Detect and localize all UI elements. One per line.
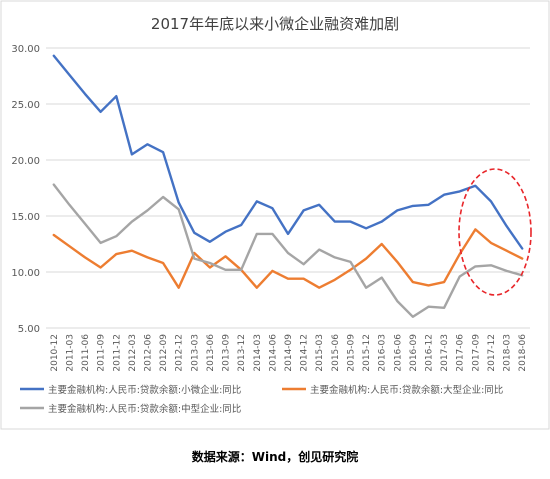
x-tick-label: 2012-06 xyxy=(143,334,153,372)
x-tick-label: 2014-09 xyxy=(284,334,294,372)
legend-label-2: 主要金融机构:人民币:贷款余额:大型企业:同比 xyxy=(310,384,503,396)
x-tick-label: 2016-06 xyxy=(393,334,403,372)
x-tick-label: 2015-06 xyxy=(331,334,341,372)
x-tick-label: 2017-03 xyxy=(440,334,450,372)
x-tick-label: 2013-09 xyxy=(222,334,232,372)
y-tick-label: 15.00 xyxy=(11,212,40,223)
plot-area xyxy=(52,54,524,318)
x-tick-label: 2010-12 xyxy=(50,334,60,372)
x-tick-label: 2016-03 xyxy=(378,334,388,372)
x-tick-label: 2013-12 xyxy=(237,334,247,372)
x-tick-label: 2014-06 xyxy=(268,334,278,372)
chart-border xyxy=(0,0,550,430)
x-tick-label: 2013-03 xyxy=(190,334,200,372)
x-tick-label: 2015-03 xyxy=(315,334,325,372)
series-line-1 xyxy=(52,54,524,250)
highlight-ellipse xyxy=(458,168,532,296)
x-tick-label: 2017-12 xyxy=(487,334,497,372)
y-tick-label: 5.00 xyxy=(18,324,40,335)
series-line-2 xyxy=(52,228,524,289)
x-tick-label: 2015-12 xyxy=(362,334,372,372)
x-tick-label: 2011-06 xyxy=(81,334,91,372)
x-tick-label: 2016-12 xyxy=(425,334,435,372)
legend-label-1: 主要金融机构:人民币:贷款余额:小微企业:同比 xyxy=(48,384,241,396)
x-tick-label: 2011-12 xyxy=(112,334,122,372)
legend-label-3: 主要金融机构:人民币:贷款余额:中型企业:同比 xyxy=(48,403,241,415)
series-line-3 xyxy=(52,183,524,318)
legend: 主要金融机构:人民币:贷款余额:小微企业:同比 主要金融机构:人民币:贷款余额:大… xyxy=(20,384,503,415)
chart-title: 2017年年底以来小微企业融资难加剧 xyxy=(151,15,399,33)
x-tick-label: 2013-06 xyxy=(206,334,216,372)
x-tick-label: 2015-09 xyxy=(346,334,356,372)
x-tick-label: 2012-12 xyxy=(175,334,185,372)
line-chart: 2017年年底以来小微企业融资难加剧 5.00 10.00 15.00 20.00 25… xyxy=(0,0,550,430)
x-axis: 2010-12 2011-03 2011-06 2011-09 2011-12 2012-… xyxy=(50,334,528,372)
x-tick-label: 2014-03 xyxy=(253,334,263,372)
source-note: 数据来源：Wind，创见研究院 xyxy=(191,450,359,464)
x-tick-label: 2012-03 xyxy=(128,334,138,372)
x-tick-label: 2011-03 xyxy=(65,334,75,372)
y-tick-label: 25.00 xyxy=(11,100,40,111)
x-tick-label: 2016-09 xyxy=(409,334,419,372)
y-tick-label: 20.00 xyxy=(11,156,40,167)
x-tick-label: 2012-09 xyxy=(159,334,169,372)
y-tick-label: 30.00 xyxy=(11,44,40,55)
x-tick-label: 2018-03 xyxy=(503,334,513,372)
x-tick-label: 2017-09 xyxy=(471,334,481,372)
y-tick-label: 10.00 xyxy=(11,268,40,279)
x-tick-label: 2011-09 xyxy=(97,334,107,372)
y-axis: 5.00 10.00 15.00 20.00 25.00 30.00 xyxy=(11,44,40,335)
x-tick-label: 2018-06 xyxy=(518,334,528,372)
x-tick-label: 2017-06 xyxy=(456,334,466,372)
x-tick-label: 2014-12 xyxy=(300,334,310,372)
